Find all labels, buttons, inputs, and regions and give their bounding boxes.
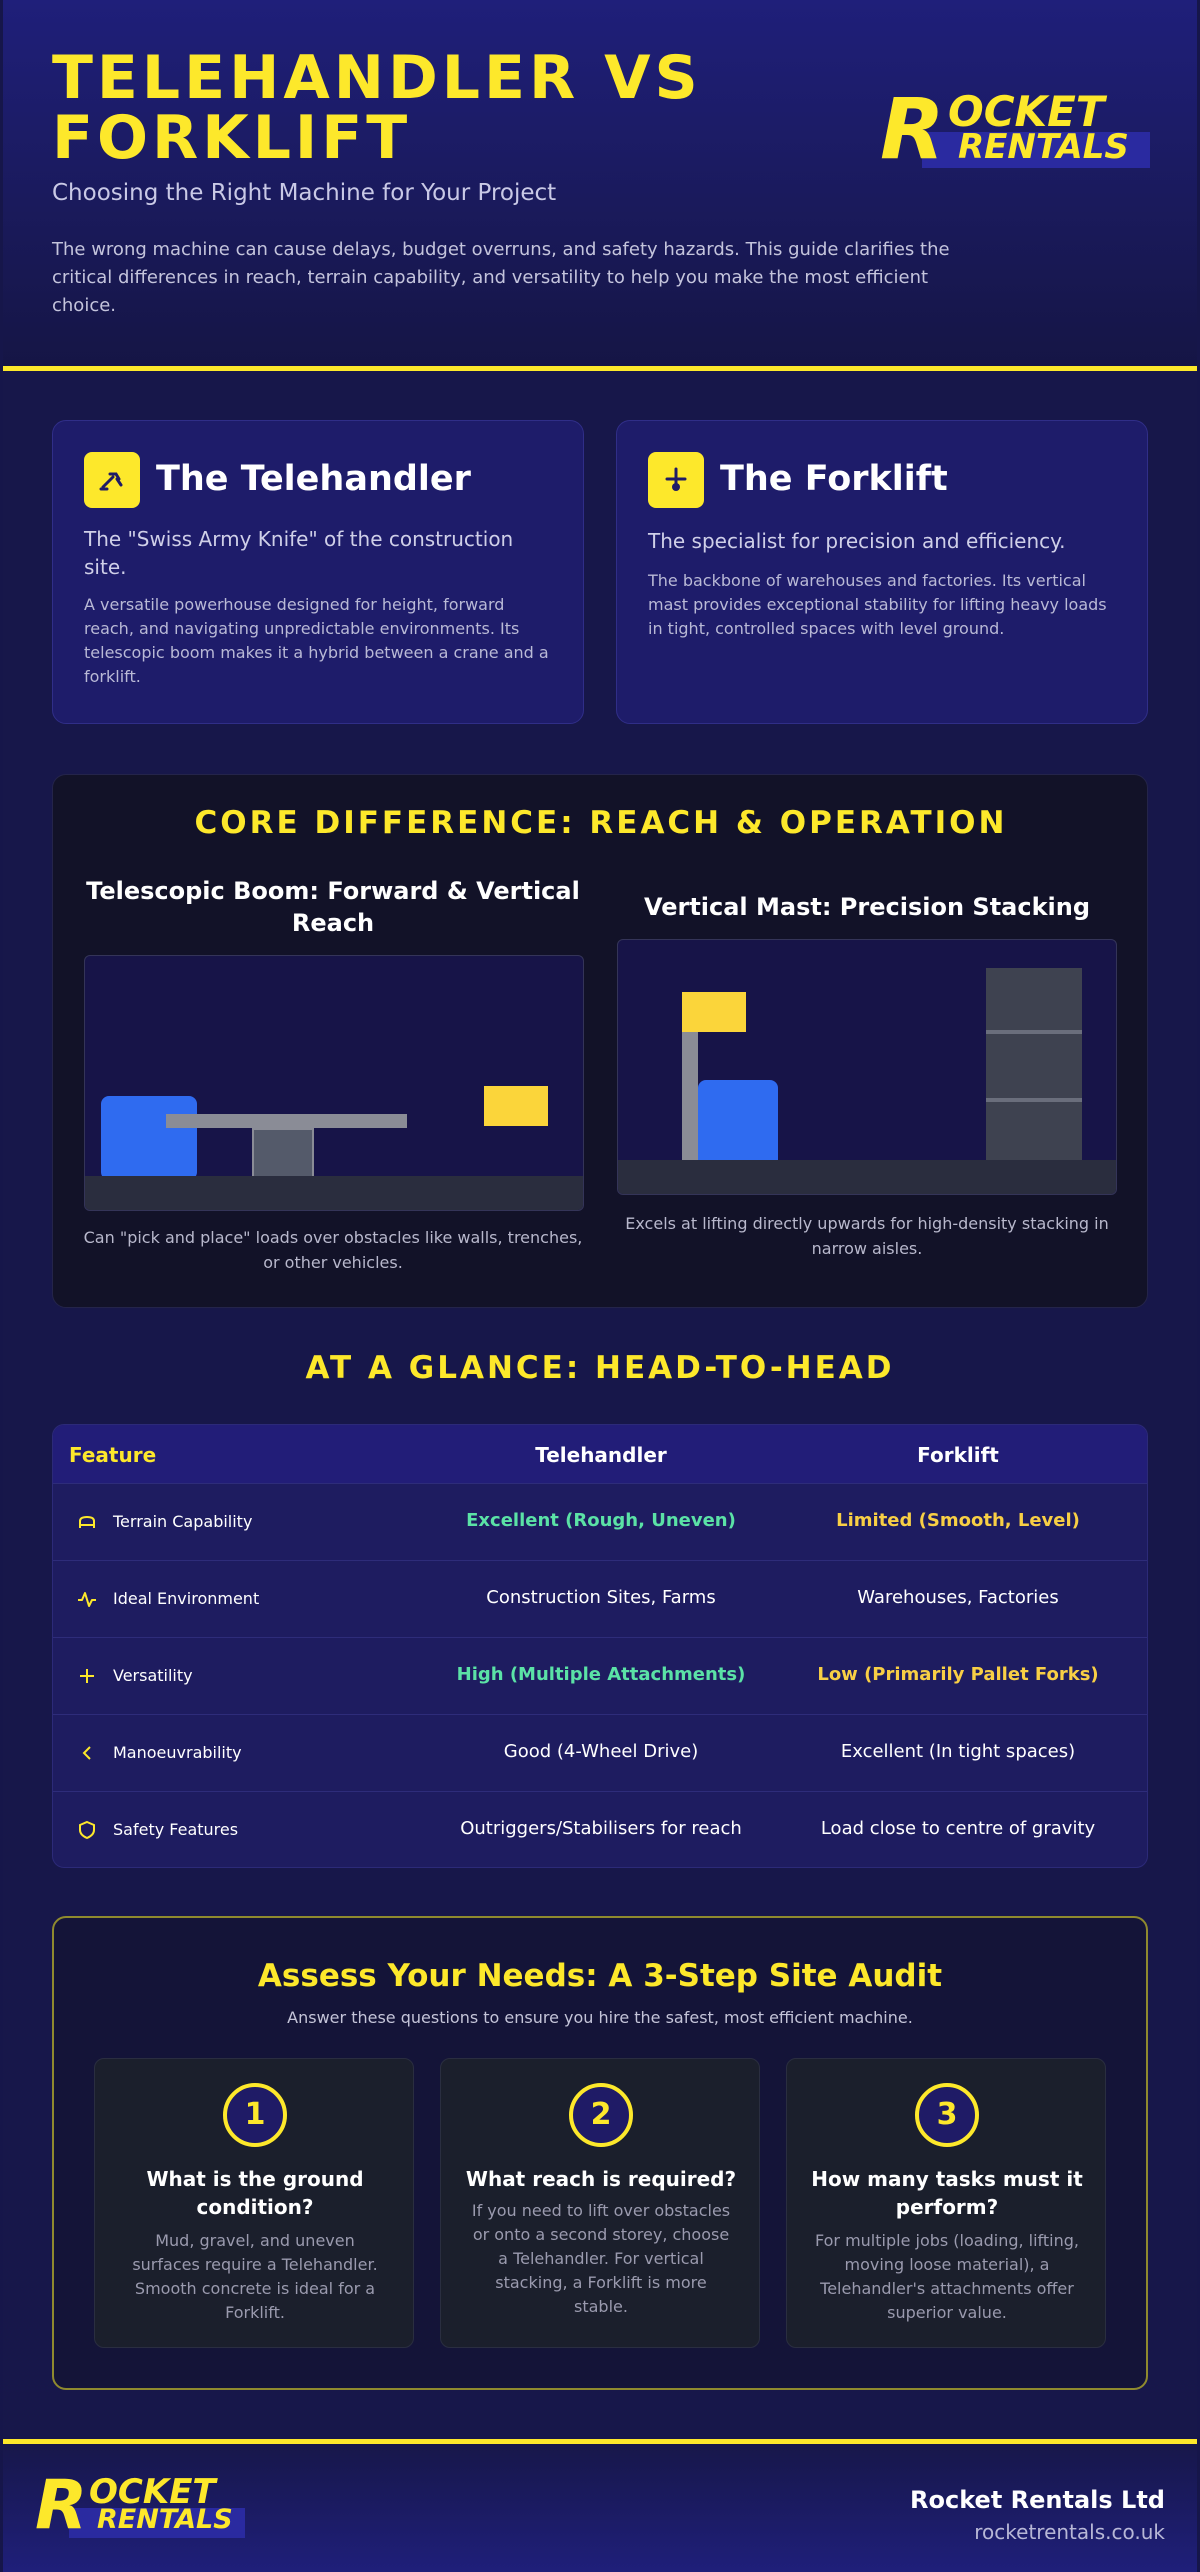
glance-title: AT A GLANCE: HEAD-TO-HEAD xyxy=(305,1350,895,1386)
table-row: Terrain Capability Excellent (Rough, Une… xyxy=(53,1483,1147,1560)
storage-rack xyxy=(986,968,1082,1162)
chevron-left-icon xyxy=(82,1746,91,1760)
site-audit-section: Assess Your Needs: A 3-Step Site Audit A… xyxy=(52,1916,1148,2390)
website-link[interactable]: rocketrentals.co.uk xyxy=(974,2520,1165,2544)
telehandler-card-title: The Telehandler xyxy=(156,459,471,499)
telehandler-icon xyxy=(84,452,140,508)
forklift-icon xyxy=(648,452,704,508)
audit-title: Assess Your Needs: A 3-Step Site Audit xyxy=(257,1958,943,1994)
forklift-description: The backbone of warehouses and factories… xyxy=(648,571,1107,638)
audit-step-card: 3 How many tasks must it perform? For mu… xyxy=(786,2058,1106,2348)
intro-text: The wrong machine can cause delays, budg… xyxy=(52,239,950,316)
forklift-diagram xyxy=(617,939,1117,1195)
forklift-diagram-caption: Excels at lifting directly upwards for h… xyxy=(625,1214,1109,1258)
table-row: Safety Features Outriggers/Stabilisers f… xyxy=(53,1791,1147,1867)
telehandler-diagram xyxy=(84,955,584,1211)
logo-bar xyxy=(69,2508,245,2538)
feature-name: Manoeuvrability xyxy=(113,1743,242,1762)
table-row: Manoeuvrability Good (4-Wheel Drive) Exc… xyxy=(53,1714,1147,1791)
terrain-icon xyxy=(79,1515,95,1528)
table-row: Versatility High (Multiple Attachments) … xyxy=(53,1637,1147,1714)
telehandler-value: Good (4-Wheel Drive) xyxy=(503,1741,699,1762)
forklift-value: Load close to centre of gravity xyxy=(820,1818,1096,1839)
footer-divider xyxy=(3,2439,1197,2444)
feature-name: Terrain Capability xyxy=(113,1512,253,1531)
core-difference-title: CORE DIFFERENCE: REACH & OPERATION xyxy=(194,805,1008,841)
shield-icon xyxy=(79,1820,95,1840)
move-icon xyxy=(80,1669,94,1683)
telehandler-body xyxy=(101,1096,197,1180)
step-body: If you need to lift over obstacles or on… xyxy=(471,2201,731,2316)
activity-icon xyxy=(78,1592,96,1607)
forklift-ground xyxy=(618,1160,1116,1194)
forklift-value: Excellent (In tight spaces) xyxy=(840,1741,1076,1762)
telehandler-description: A versatile powerhouse designed for heig… xyxy=(84,595,549,686)
rocket-rentals-logo: R OCKET RENTALS xyxy=(880,84,1150,174)
header-forklift: Forklift xyxy=(917,1443,999,1467)
audit-step-card: 2 What reach is required? If you need to… xyxy=(440,2058,760,2348)
page-title: TELEHANDLER VS FORKLIFT xyxy=(52,43,702,173)
forklift-card: The Forklift The specialist for precisio… xyxy=(616,420,1148,724)
logo-word-rocket: OCKET xyxy=(89,2472,216,2512)
telehandler-diagram-caption: Can "pick and place" loads over obstacle… xyxy=(83,1228,583,1272)
step-title: What is the ground condition? xyxy=(146,2167,364,2219)
header-telehandler: Telehandler xyxy=(535,1443,667,1467)
telehandler-value: Outriggers/Stabilisers for reach xyxy=(460,1818,742,1839)
forklift-mast xyxy=(682,994,698,1162)
core-difference-section: CORE DIFFERENCE: REACH & OPERATION Teles… xyxy=(52,774,1148,1308)
forklift-card-title: The Forklift xyxy=(720,459,948,499)
table-row: Ideal Environment Construction Sites, Fa… xyxy=(53,1560,1147,1637)
step-number: 1 xyxy=(223,2083,287,2147)
logo-word-rocket: OCKET xyxy=(948,87,1105,136)
step-body: For multiple jobs (loading, lifting, mov… xyxy=(814,2231,1079,2322)
step-title: What reach is required? xyxy=(465,2167,737,2191)
logo-initial: R xyxy=(880,80,945,178)
audit-step-card: 1 What is the ground condition? Mud, gra… xyxy=(94,2058,414,2348)
rack-shelf xyxy=(986,1098,1082,1102)
logo-word-rentals: RENTALS xyxy=(97,2504,233,2535)
feature-name: Safety Features xyxy=(113,1820,239,1839)
obstacle-wall xyxy=(252,1128,314,1180)
step-body: Mud, gravel, and uneven surfaces require… xyxy=(132,2231,378,2322)
header-feature: Feature xyxy=(69,1443,157,1467)
telehandler-load xyxy=(484,1086,548,1126)
logo-bar xyxy=(922,132,1150,168)
telehandler-diagram-title: Telescopic Boom: Forward & Vertical Reac… xyxy=(86,877,580,937)
telehandler-value: High (Multiple Attachments) xyxy=(456,1664,746,1685)
footer: R OCKET RENTALS Rocket Rentals Ltd rocke… xyxy=(3,2444,1197,2572)
page-subtitle: Choosing the Right Machine for Your Proj… xyxy=(52,180,557,206)
telehandler-value: Excellent (Rough, Uneven) xyxy=(466,1510,736,1531)
telehandler-ground xyxy=(85,1176,583,1210)
telehandler-boom xyxy=(166,1114,407,1128)
forklift-load xyxy=(682,992,746,1032)
header-divider xyxy=(3,366,1197,371)
forklift-value: Limited (Smooth, Level) xyxy=(836,1510,1080,1531)
forklift-body xyxy=(698,1080,778,1164)
telehandler-card: The Telehandler The "Swiss Army Knife" o… xyxy=(52,420,584,724)
table-header: Feature Telehandler Forklift xyxy=(53,1425,1147,1483)
step-title: How many tasks must it perform? xyxy=(811,2167,1083,2219)
step-number: 3 xyxy=(915,2083,979,2147)
audit-subtitle: Answer these questions to ensure you hir… xyxy=(287,2008,913,2027)
infographic-page: TELEHANDLER VS FORKLIFT Choosing the Rig… xyxy=(3,0,1197,2572)
rack-shelf xyxy=(986,1030,1082,1034)
header: TELEHANDLER VS FORKLIFT Choosing the Rig… xyxy=(3,0,1197,368)
feature-name: Ideal Environment xyxy=(113,1589,260,1608)
telehandler-tagline: The "Swiss Army Knife" of the constructi… xyxy=(84,527,514,579)
feature-name: Versatility xyxy=(113,1666,193,1685)
company-name: Rocket Rentals Ltd xyxy=(910,2486,1165,2514)
footer-logo: R OCKET RENTALS xyxy=(35,2470,245,2544)
forklift-diagram-title: Vertical Mast: Precision Stacking xyxy=(643,893,1091,921)
comparison-table: Feature Telehandler Forklift Terrain Cap… xyxy=(52,1424,1148,1868)
logo-word-rentals: RENTALS xyxy=(958,127,1129,167)
forklift-value: Low (Primarily Pallet Forks) xyxy=(817,1664,1099,1685)
step-number: 2 xyxy=(569,2083,633,2147)
forklift-value: Warehouses, Factories xyxy=(857,1587,1059,1608)
logo-initial: R xyxy=(35,2466,88,2545)
telehandler-value: Construction Sites, Farms xyxy=(486,1587,716,1608)
forklift-tagline: The specialist for precision and efficie… xyxy=(648,529,1066,553)
